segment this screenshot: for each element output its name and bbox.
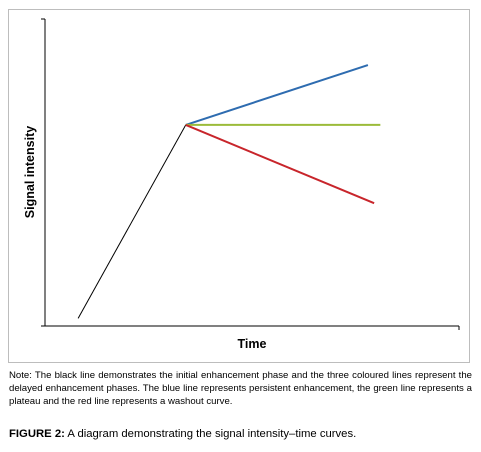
persistent-enhancement-line bbox=[185, 64, 369, 126]
y-axis-label: Signal intensity bbox=[23, 126, 37, 218]
figure-caption: FIGURE 2: A diagram demonstrating the si… bbox=[9, 427, 472, 441]
chart-axes bbox=[41, 18, 460, 330]
figure-label: FIGURE 2: bbox=[9, 428, 65, 440]
figure-frame bbox=[8, 9, 470, 363]
initial-enhancement-line bbox=[77, 124, 187, 319]
figure-caption-text: A diagram demonstrating the signal inten… bbox=[64, 428, 357, 440]
figure-note: Note: The black line demonstrates the in… bbox=[9, 370, 472, 407]
x-axis-label: Time bbox=[238, 337, 267, 351]
series-layer bbox=[77, 64, 381, 319]
chart: Time Signal intensity bbox=[23, 18, 460, 351]
washout-line bbox=[185, 123, 375, 205]
